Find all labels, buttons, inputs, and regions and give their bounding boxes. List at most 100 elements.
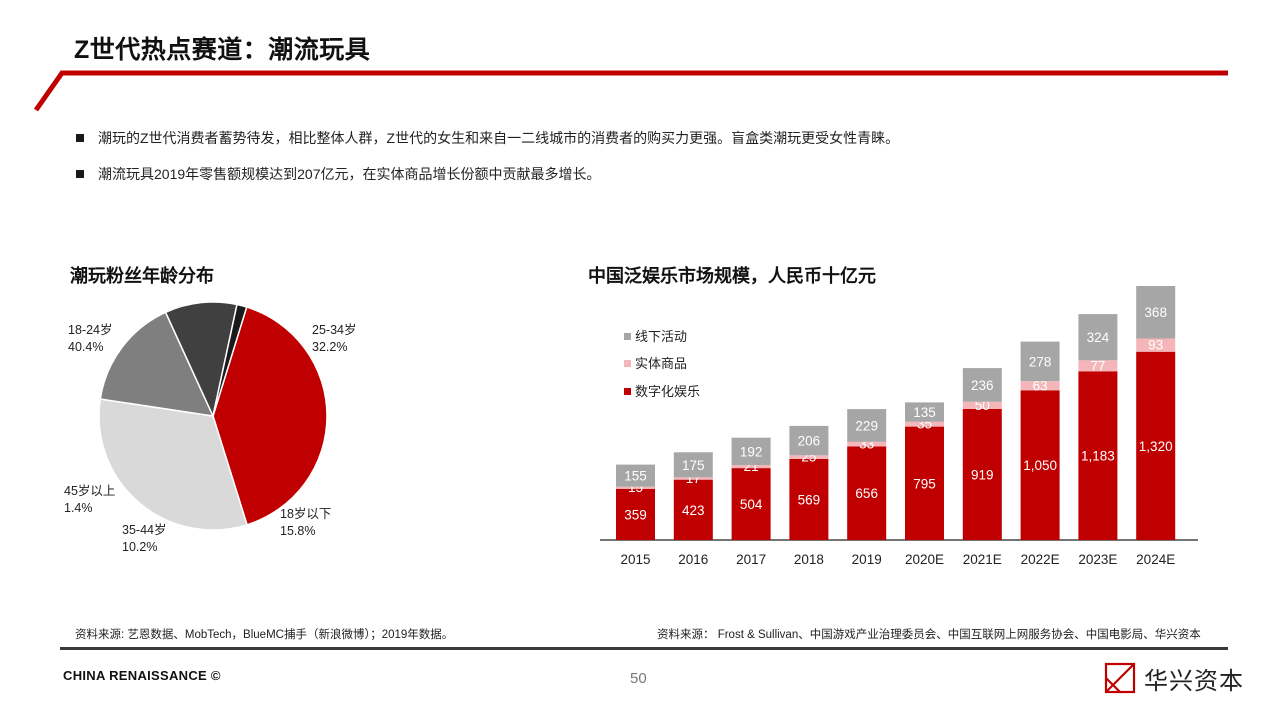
legend-label: 数字化娱乐: [635, 384, 700, 399]
pie-label: 18岁以下: [280, 506, 331, 521]
header-accent-line: [33, 70, 1228, 112]
bullet-text: 潮流玩具2019年零售额规模达到207亿元，在实体商品增长份额中贡献最多增长。: [98, 166, 601, 182]
bar-segment-实体商品: [616, 486, 655, 489]
square-bullet-icon: [76, 134, 84, 142]
bar-segment-实体商品: [731, 465, 771, 469]
bullet-list: 潮玩的Z世代消费者蓄势待发，相比整体人群，Z世代的女生和来自一二线城市的消费者的…: [76, 126, 1226, 198]
bar-segment-数字化娱乐: [673, 479, 713, 540]
page-title: Z世代热点赛道：潮流玩具: [74, 36, 371, 64]
bar-data-label: 359: [624, 507, 647, 522]
bar-segment-数字化娱乐: [1078, 371, 1118, 540]
footer-divider: [60, 647, 1228, 650]
square-bullet-icon: [76, 170, 84, 178]
bar-segment-数字化娱乐: [616, 488, 655, 540]
bar-segment-线下活动: [1136, 286, 1176, 339]
pie-label: 25-34岁: [312, 322, 356, 337]
source-note-right: 资料来源： Frost & Sullivan、中国游戏产业治理委员会、中国互联网…: [657, 629, 1201, 641]
pie-slice-45岁以上: [212, 303, 248, 417]
bar-data-label: 206: [798, 434, 821, 449]
bullet-item: 潮玩的Z世代消费者蓄势待发，相比整体人群，Z世代的女生和来自一二线城市的消费者的…: [76, 126, 1226, 150]
bar-segment-数字化娱乐: [962, 408, 1002, 540]
x-tick-label: 2021E: [963, 552, 1002, 567]
bullet-item: 潮流玩具2019年零售额规模达到207亿元，在实体商品增长份额中贡献最多增长。: [76, 162, 1226, 186]
bar-segment-数字化娱乐: [789, 458, 829, 540]
bar-segment-线下活动: [1020, 341, 1060, 382]
bar-segment-线下活动: [731, 437, 771, 466]
pie-slice-35-44岁: [164, 301, 238, 419]
age-distribution-pie-chart: 18-24岁 40.4% 25-34岁 32.2% 18岁以下 15.8% 35-44岁 10…: [64, 301, 356, 554]
pie-slice-25-34岁: [98, 398, 248, 531]
x-tick-label: 2022E: [1021, 552, 1060, 567]
bar-data-label: 1,183: [1081, 449, 1115, 464]
bar-segment-线下活动: [847, 409, 887, 442]
bar-segment-线下活动: [616, 464, 655, 487]
bar-data-label: 368: [1144, 305, 1167, 320]
footer-brand: CHINA RENAISSANCE ©: [63, 668, 221, 683]
legend-swatch-数字化娱乐: [624, 388, 631, 395]
bar-segment-实体商品: [847, 441, 887, 447]
company-logo: 华兴资本: [1102, 660, 1244, 696]
bar-data-label: 135: [913, 405, 936, 420]
x-tick-label: 2019: [852, 552, 882, 567]
source-note-left: 资料来源: 艺恩数据、MobTech，BlueMC捕手（新浪微博）；2019年数…: [75, 629, 454, 641]
logo-mark-icon: [1104, 662, 1136, 694]
bar-segment-数字化娱乐: [847, 446, 887, 540]
bar-segment-数字化娱乐: [1136, 351, 1176, 540]
pie-label: 45岁以上: [64, 483, 115, 498]
bar-segment-线下活动: [1078, 314, 1118, 361]
bar-segment-线下活动: [905, 402, 944, 422]
bar-data-label: 1,050: [1023, 458, 1057, 473]
pie-chart-title: 潮玩粉丝年龄分布: [70, 266, 214, 286]
pie-percentage: 10.2%: [122, 540, 157, 554]
page-number: 50: [630, 670, 647, 687]
logo-text: 华兴资本: [1144, 667, 1244, 695]
bar-segment-实体商品: [789, 455, 829, 459]
bar-data-label: 192: [740, 444, 763, 459]
bar-data-label: 175: [682, 458, 705, 473]
x-tick-label: 2020E: [905, 552, 944, 567]
bar-segment-实体商品: [1020, 381, 1060, 391]
bar-data-label: 236: [971, 378, 994, 393]
x-tick-label: 2015: [620, 552, 650, 567]
x-tick-label: 2018: [794, 552, 824, 567]
x-tick-label: 2017: [736, 552, 766, 567]
bar-data-label: 919: [971, 468, 994, 483]
bar-data-label: 504: [740, 497, 763, 512]
bar-segment-实体商品: [673, 477, 713, 480]
bar-segment-数字化娱乐: [731, 468, 771, 540]
bar-data-label: 63: [1033, 378, 1048, 393]
x-tick-label: 2024E: [1136, 552, 1175, 567]
legend-label: 线下活动: [635, 329, 687, 344]
legend-label: 实体商品: [635, 356, 687, 371]
pie-percentage: 1.4%: [64, 501, 93, 515]
bar-segment-数字化娱乐: [905, 426, 944, 540]
bar-data-label: 1,320: [1139, 439, 1173, 454]
x-tick-label: 2016: [678, 552, 708, 567]
pie-percentage: 32.2%: [312, 340, 347, 354]
pie-slice-18岁以下: [99, 311, 215, 417]
legend-swatch-线下活动: [624, 333, 631, 340]
bar-data-label: 656: [855, 486, 878, 501]
bar-data-label: 77: [1090, 358, 1105, 373]
bar-segment-线下活动: [789, 425, 829, 456]
bar-data-label: 569: [798, 492, 821, 507]
bar-chart-title: 中国泛娱乐市场规模，人民币十亿元: [588, 266, 876, 286]
pie-label: 18-24岁: [68, 322, 112, 337]
bar-data-label: 278: [1029, 354, 1052, 369]
bar-data-label: 423: [682, 503, 705, 518]
bar-segment-数字化娱乐: [1020, 390, 1060, 540]
pie-slice-18-24岁: [212, 306, 328, 526]
bar-segment-实体商品: [1136, 338, 1176, 352]
bar-data-label: 155: [624, 469, 647, 484]
x-tick-label: 2023E: [1078, 552, 1117, 567]
pie-label: 35-44岁: [122, 522, 166, 537]
bar-segment-实体商品: [962, 401, 1002, 409]
bar-data-label: 324: [1087, 330, 1110, 345]
bullet-text: 潮玩的Z世代消费者蓄势待发，相比整体人群，Z世代的女生和来自一二线城市的消费者的…: [98, 130, 900, 146]
pie-percentage: 15.8%: [280, 524, 315, 538]
entertainment-market-bar-chart: 3591515520154231717520165042119220175692…: [600, 286, 1198, 567]
bar-segment-线下活动: [962, 368, 1002, 402]
pie-percentage: 40.4%: [68, 340, 103, 354]
bar-segment-线下活动: [673, 452, 713, 478]
bar-segment-实体商品: [1078, 360, 1118, 372]
